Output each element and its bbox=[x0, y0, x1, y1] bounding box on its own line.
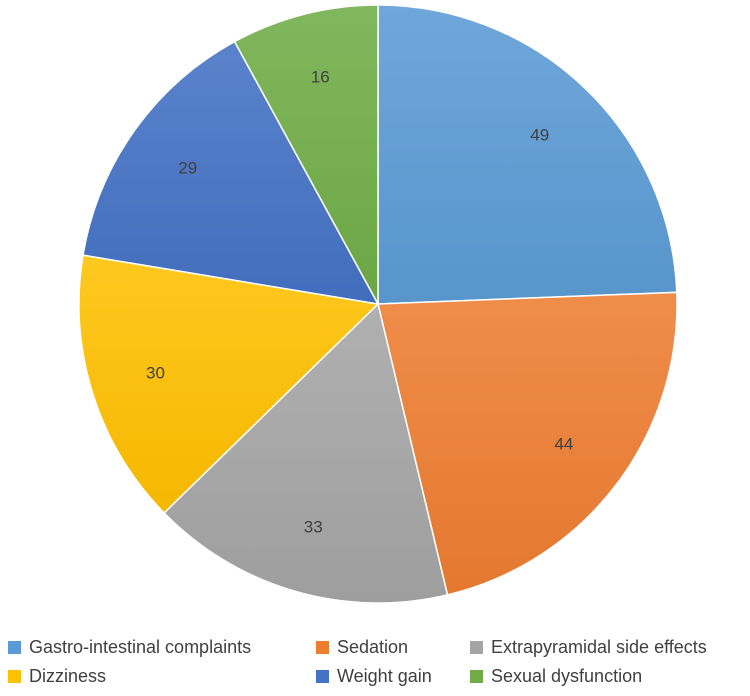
pie-slices bbox=[78, 4, 678, 604]
data-labels: 49 44 33 30 29 16 bbox=[146, 67, 573, 536]
slice-weight-gain bbox=[82, 40, 380, 305]
data-label-sexual-dysfunction: 16 bbox=[311, 67, 330, 86]
data-label-weight-gain: 29 bbox=[178, 158, 197, 177]
legend-label-gastro-intestinal-complaints: Gastro-intestinal complaints bbox=[29, 637, 251, 657]
slice-sedation bbox=[377, 291, 678, 596]
legend-swatch-weight-gain bbox=[316, 670, 329, 683]
legend-swatch-gastro-intestinal-complaints bbox=[8, 641, 21, 654]
data-label-sedation: 44 bbox=[554, 434, 573, 453]
legend-label-extrapyramidal-side-effects: Extrapyramidal side effects bbox=[491, 637, 707, 657]
slice-gastro-intestinal-complaints bbox=[377, 4, 678, 305]
slice-dizziness bbox=[78, 254, 380, 514]
data-label-gastro-intestinal-complaints: 49 bbox=[530, 125, 549, 144]
legend-label-dizziness: Dizziness bbox=[29, 666, 106, 686]
legend-swatch-extrapyramidal-side-effects bbox=[470, 641, 483, 654]
legend-swatch-dizziness bbox=[8, 670, 21, 683]
legend-swatch-sedation bbox=[316, 641, 329, 654]
legend-label-sedation: Sedation bbox=[337, 637, 408, 657]
slice-extrapyramidal-side-effects bbox=[163, 302, 449, 604]
legend: Gastro-intestinal complaints Sedation Extr… bbox=[8, 637, 707, 686]
legend-swatch-sexual-dysfunction bbox=[470, 670, 483, 683]
data-label-dizziness: 30 bbox=[146, 363, 165, 382]
data-label-extrapyramidal-side-effects: 33 bbox=[304, 518, 323, 537]
slice-sexual-dysfunction bbox=[233, 4, 379, 305]
legend-label-weight-gain: Weight gain bbox=[337, 666, 432, 686]
legend-label-sexual-dysfunction: Sexual dysfunction bbox=[491, 666, 642, 686]
